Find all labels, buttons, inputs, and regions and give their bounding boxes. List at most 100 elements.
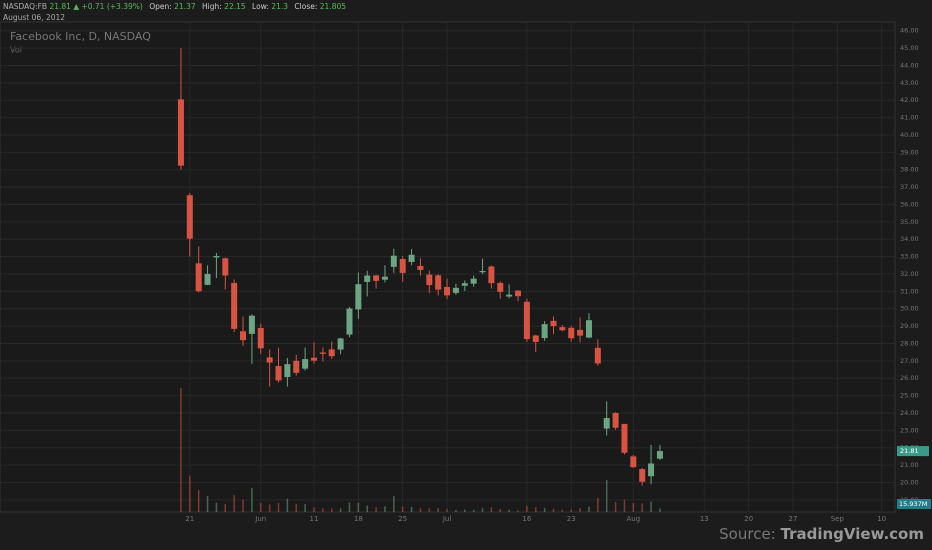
- volume-title: Vol: [10, 46, 22, 55]
- volume-bar: [614, 502, 617, 512]
- candle-body: [603, 417, 610, 429]
- volume-bar: [455, 510, 457, 512]
- volume-bar: [260, 502, 262, 512]
- volume-bar: [464, 509, 466, 512]
- volume-bar: [224, 503, 227, 512]
- y-tick-label: 34.00: [900, 235, 919, 243]
- volume-bar: [526, 505, 528, 512]
- y-tick-label: 20.00: [900, 478, 919, 486]
- high-value: 22.15: [224, 2, 246, 11]
- volume-bar: [446, 508, 448, 512]
- candle-body: [621, 423, 628, 453]
- candle-body: [399, 259, 406, 273]
- volume-bar: [597, 498, 599, 512]
- y-tick-label: 46.00: [900, 27, 919, 35]
- y-tick-label: 43.00: [900, 79, 919, 87]
- x-tick-label: 13: [700, 515, 709, 523]
- volume-bar: [180, 388, 182, 512]
- volume-bar: [286, 498, 289, 512]
- candle-body: [284, 364, 291, 377]
- y-tick-label: 39.00: [900, 148, 919, 156]
- candle-body: [452, 287, 459, 293]
- y-tick-label: 35.00: [900, 218, 919, 226]
- volume-bar: [623, 499, 626, 512]
- volume-bar: [437, 507, 439, 512]
- y-tick-label: 40.00: [900, 131, 919, 139]
- x-tick-label: 11: [310, 515, 319, 523]
- y-tick-label: 30.00: [900, 305, 919, 313]
- volume-bar: [410, 506, 413, 512]
- volume-bars: [180, 388, 661, 512]
- volume-bar: [189, 475, 191, 512]
- source-label: Source:: [719, 525, 776, 543]
- volume-bar: [348, 502, 351, 512]
- y-tick-label: 36.00: [900, 200, 919, 208]
- volume-bar: [588, 506, 590, 512]
- y-tick-label: 33.00: [900, 253, 919, 261]
- candle-body: [444, 286, 451, 296]
- candle-body: [461, 283, 468, 286]
- candle-body: [656, 451, 663, 459]
- candle-body: [195, 263, 202, 292]
- candle-body: [257, 327, 264, 349]
- candle-body: [355, 284, 362, 310]
- volume-bar: [313, 507, 315, 512]
- header: NASDAQ:FB 21.81 ▲ +0.71 (+3.39%) Open: 2…: [3, 1, 346, 23]
- candle-body: [612, 412, 619, 428]
- volume-bar: [277, 502, 280, 512]
- y-tick-label: 21.00: [900, 461, 919, 469]
- volume-bar: [650, 501, 652, 512]
- y-tick-label: 37.00: [900, 183, 919, 191]
- volume-bar: [339, 508, 342, 512]
- candle-body: [577, 329, 584, 336]
- volume-bar: [251, 487, 253, 512]
- candle-body: [346, 308, 353, 335]
- candle-body: [337, 338, 344, 350]
- date: August 06, 2012: [3, 13, 66, 22]
- x-tick-label: 21: [185, 515, 194, 523]
- low-label: Low:: [252, 2, 269, 11]
- candle-body: [204, 273, 211, 285]
- candle-body: [275, 366, 282, 381]
- symbol: NASDAQ:FB: [3, 2, 48, 11]
- candle-body: [523, 301, 530, 340]
- volume-bar: [579, 508, 581, 512]
- candle-body: [248, 315, 255, 334]
- candle-body: [310, 357, 317, 361]
- volume-bar: [543, 507, 546, 512]
- candle-body: [319, 352, 326, 354]
- volume-bar: [357, 502, 360, 512]
- volume-bar: [330, 508, 333, 512]
- volume-bar: [393, 495, 395, 512]
- candle-body: [222, 258, 229, 276]
- candle-body: [186, 195, 193, 239]
- volume-bar: [472, 509, 475, 512]
- candle-body: [240, 331, 247, 341]
- candle-body: [426, 274, 433, 286]
- y-tick-label: 29.00: [900, 322, 919, 330]
- volume-bar: [499, 509, 502, 512]
- x-tick-label: Aug: [626, 515, 640, 523]
- y-tick-label: 31.00: [900, 287, 919, 295]
- close-label: Close:: [294, 2, 318, 11]
- volume-bar: [570, 509, 572, 512]
- candle-body: [364, 275, 371, 282]
- candles: [177, 48, 663, 486]
- candle-body: [559, 327, 566, 331]
- source-site: TradingView.com: [780, 525, 924, 543]
- volume-bar: [384, 506, 386, 512]
- y-tick-label: 23.00: [900, 426, 919, 434]
- candle-body: [541, 324, 548, 339]
- source: Source: TradingView.com: [719, 525, 924, 543]
- change: ▲ +0.71 (+3.39%): [73, 2, 143, 11]
- volume-bar: [242, 499, 244, 512]
- candle-body: [435, 275, 442, 290]
- candle-body: [488, 266, 495, 284]
- candle-body: [639, 469, 646, 482]
- candle-body: [408, 254, 415, 262]
- volume-bar: [419, 507, 422, 512]
- x-tick-label: 25: [398, 515, 407, 523]
- last-price: 21.81: [49, 2, 71, 11]
- volume-bar: [490, 507, 493, 512]
- candle-body: [479, 270, 486, 273]
